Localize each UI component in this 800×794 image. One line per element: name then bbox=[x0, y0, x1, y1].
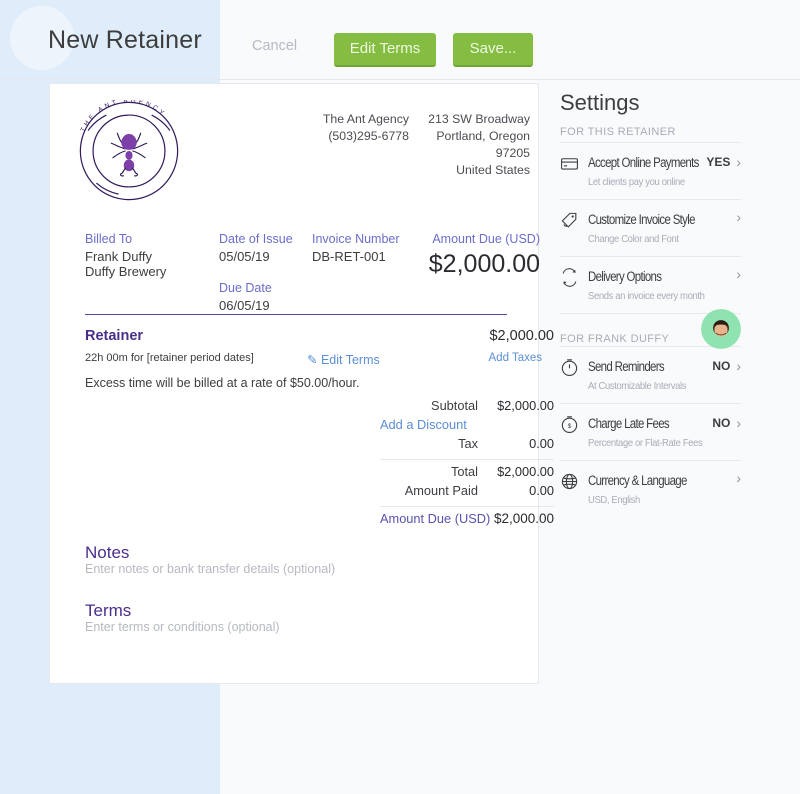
svg-text:$: $ bbox=[568, 423, 572, 430]
